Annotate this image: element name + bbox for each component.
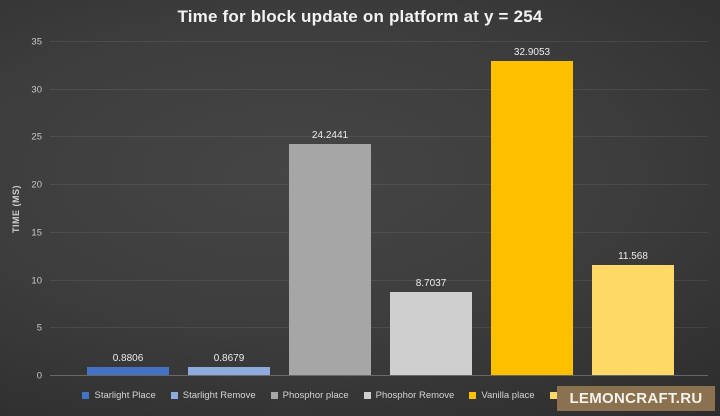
bar: [289, 143, 371, 375]
bar-value-label: 8.7037: [415, 277, 447, 289]
bar: [87, 366, 169, 375]
bar-value-label: 11.568: [618, 250, 648, 262]
watermark-text: LEMONCRAFT.RU: [569, 390, 703, 407]
bar-slot-5: 11.568: [592, 251, 674, 375]
legend-swatch: [270, 391, 278, 399]
bar-value-label: 0.8679: [213, 352, 245, 364]
chart-title: Time for block update on platform at y =…: [177, 7, 543, 26]
gridline-20: [50, 184, 708, 186]
bar-value-label: 32.9053: [513, 47, 551, 58]
gridline-10: [50, 279, 708, 281]
legend-label: Vanilla place: [481, 389, 535, 401]
legend-item-5: [549, 391, 638, 399]
legend-item-4: Vanilla place: [469, 389, 535, 401]
bars-row: 0.8806 0.8679 24.2441 8.7037 32.9053 11.568: [87, 47, 674, 375]
legend-label: Phosphor Remove: [375, 389, 455, 401]
legend-item-0: Starlight Place: [82, 389, 156, 401]
y-tick-35: 35: [31, 36, 42, 48]
gridline-5: [50, 327, 708, 329]
y-tick-25: 25: [31, 131, 42, 143]
legend-item-2: Phosphor place: [270, 389, 349, 401]
gridline-25: [50, 136, 708, 138]
legend-label: Starlight Place: [94, 389, 156, 401]
bar-value-label: 24.2441: [311, 129, 349, 141]
gridline-15: [50, 231, 708, 233]
watermark-badge: LEMONCRAFT.RU: [557, 386, 715, 411]
gridline-30: [50, 88, 708, 90]
bar: [390, 291, 472, 375]
legend-item-3: Phosphor Remove: [363, 389, 455, 401]
bar: [188, 366, 270, 375]
legend-swatch: [469, 391, 477, 399]
y-tick-15: 15: [31, 227, 42, 239]
legend-label: Phosphor place: [282, 389, 349, 401]
y-tick-20: 20: [31, 179, 42, 191]
bar-value-label: 0.8806: [112, 352, 144, 364]
legend-swatch: [170, 391, 178, 399]
bar: [491, 61, 573, 375]
legend: Starlight Place Starlight Remove Phosphor …: [0, 388, 720, 402]
legend-swatch: [82, 391, 90, 399]
legend-swatch: [363, 391, 371, 399]
y-tick-5: 5: [36, 322, 42, 334]
legend-item-1: Starlight Remove: [170, 389, 256, 401]
y-tick-30: 30: [31, 84, 42, 96]
gridline-0: [50, 375, 708, 376]
y-axis-tick-labels: 0 5 10 15 20 25 30 35: [0, 37, 50, 382]
legend-label: Starlight Remove: [182, 389, 256, 401]
y-tick-10: 10: [31, 275, 42, 287]
legend-swatch: [549, 391, 557, 399]
bar-slot-3: 8.7037: [390, 278, 472, 375]
bar-slot-2: 24.2441: [289, 130, 371, 375]
bar-slot-0: 0.8806: [87, 353, 169, 375]
bar-slot-1: 0.8679: [188, 353, 270, 375]
bar: [592, 264, 674, 375]
y-tick-0: 0: [36, 370, 42, 382]
bar-slot-4: 32.9053: [491, 47, 573, 375]
plot-area: 0.8806 0.8679 24.2441 8.7037 32.9053 11.568: [50, 41, 708, 376]
gridline-35: [50, 41, 708, 42]
